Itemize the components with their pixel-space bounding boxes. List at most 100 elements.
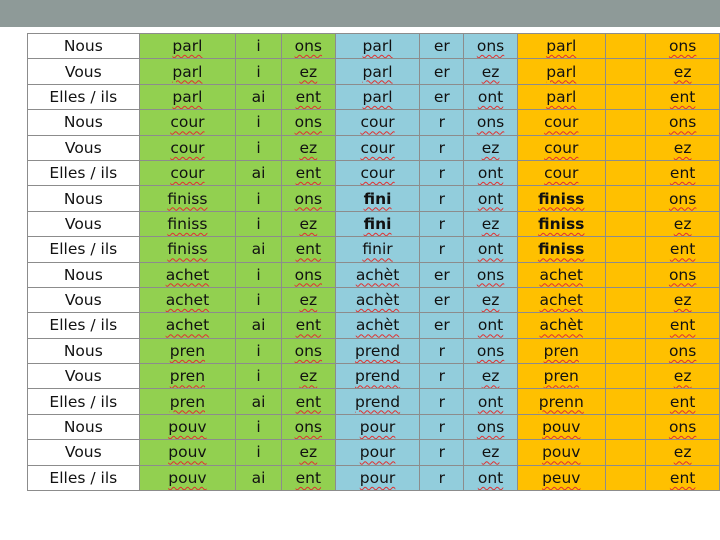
connector-cell: i (235, 439, 282, 466)
present-stem-text: finiss (167, 214, 208, 233)
pronoun-text: Vous (64, 443, 102, 462)
future-ending-cell: ez (463, 363, 518, 390)
subjunctive-stem-text: peuv (542, 468, 581, 487)
table-row: Vous cour i ez cour r ez cour ez (27, 134, 720, 161)
future-marker-text: r (438, 113, 445, 132)
pronoun-cell: Vous (27, 439, 140, 466)
present-stem-cell: cour (138, 159, 237, 187)
table-row: Vous pouv i ez pour r ez pouv ez (27, 439, 720, 466)
future-ending-text: ons (476, 418, 505, 437)
present-stem-text: parl (172, 62, 203, 81)
future-stem-text: parl (362, 37, 393, 56)
future-ending-text: ont (477, 392, 504, 411)
present-ending-cell: ons (280, 413, 336, 441)
future-ending-text: ons (476, 113, 505, 132)
future-ending-text: ont (477, 468, 504, 487)
present-stem-text: achet (165, 265, 210, 284)
present-ending-text: ons (294, 189, 323, 208)
present-ending-cell: ent (280, 83, 336, 111)
subjunctive-stem-text: pouv (542, 443, 581, 462)
present-stem-text: cour (170, 113, 205, 132)
present-ending-cell: ent (280, 464, 336, 492)
subjunctive-stem-cell: pouv (516, 439, 606, 466)
present-ending-text: ons (294, 418, 323, 437)
connector-cell: ai (235, 83, 282, 111)
future-marker-cell: er (419, 83, 465, 111)
connector-text: i (256, 113, 261, 132)
future-ending-text: ont (477, 189, 504, 208)
pronoun-cell: Vous (27, 363, 140, 390)
subjunctive-ending-text: ent (669, 164, 696, 183)
empty-cell (604, 159, 647, 187)
empty-cell (604, 32, 647, 60)
empty-cell (604, 388, 647, 415)
subjunctive-stem-text: achet (539, 265, 583, 284)
future-stem-cell: pour (334, 464, 421, 492)
present-ending-text: ent (295, 392, 322, 411)
subjunctive-ending-cell: ons (645, 185, 720, 212)
future-ending-cell: ont (463, 159, 518, 187)
pronoun-text: Elles / ils (49, 392, 118, 411)
subjunctive-ending-cell: ons (645, 413, 720, 441)
future-stem-cell: finir (334, 236, 421, 263)
present-ending-text: ons (294, 341, 323, 360)
connector-cell: i (235, 134, 282, 161)
future-stem-text: parl (362, 87, 393, 106)
future-ending-cell: ont (463, 236, 518, 263)
conjugation-table-body: Nous parl i ons parl er ons parl ons Vous parl i ez p… (27, 32, 720, 492)
present-stem-text: parl (172, 37, 203, 56)
subjunctive-ending-cell: ons (645, 261, 720, 288)
future-marker-cell: r (419, 464, 465, 492)
future-stem-cell: parl (334, 83, 421, 111)
future-marker-cell: r (419, 185, 465, 212)
connector-cell: i (235, 210, 282, 238)
pronoun-cell: Vous (27, 286, 140, 314)
present-ending-cell: ons (280, 185, 336, 212)
future-ending-text: ont (477, 316, 504, 335)
pronoun-cell: Nous (27, 413, 140, 441)
future-stem-cell: parl (334, 58, 421, 85)
table-row: Elles / ils pouv ai ent pour r ont peuv ent (27, 464, 720, 492)
future-marker-text: r (438, 189, 445, 208)
empty-cell (604, 185, 647, 212)
subjunctive-ending-text: ez (673, 214, 692, 233)
table-row: Elles / ils finiss ai ent finir r ont finiss ent (27, 236, 720, 263)
future-stem-cell: pour (334, 413, 421, 441)
subjunctive-ending-text: ent (669, 240, 696, 259)
table-row: Elles / ils achet ai ent achèt er ont achèt ent (27, 312, 720, 339)
pronoun-cell: Elles / ils (27, 464, 140, 492)
subjunctive-ending-cell: ent (645, 83, 720, 111)
connector-text: i (256, 367, 261, 386)
future-stem-text: achèt (355, 291, 400, 310)
present-stem-cell: achet (138, 312, 237, 339)
subjunctive-stem-cell: pouv (516, 413, 606, 441)
subjunctive-stem-cell: pren (516, 363, 606, 390)
future-marker-cell: r (419, 236, 465, 263)
future-marker-cell: er (419, 58, 465, 85)
present-stem-text: cour (170, 138, 205, 157)
empty-cell (604, 134, 647, 161)
connector-cell: ai (235, 236, 282, 263)
table-row: Vous pren i ez prend r ez pren ez (27, 363, 720, 390)
pronoun-text: Vous (64, 291, 102, 310)
future-ending-text: ez (481, 214, 500, 233)
connector-cell: i (235, 413, 282, 441)
present-ending-cell: ons (280, 337, 336, 365)
subjunctive-ending-text: ons (668, 113, 697, 132)
present-ending-cell: ez (280, 134, 336, 161)
future-stem-cell: prend (334, 363, 421, 390)
subjunctive-stem-cell: cour (516, 109, 606, 136)
connector-text: i (256, 265, 261, 284)
present-stem-text: pren (169, 392, 206, 411)
subjunctive-stem-text: achet (539, 291, 583, 310)
connector-text: i (256, 138, 261, 157)
subjunctive-stem-text: pouv (542, 418, 581, 437)
future-stem-cell: pour (334, 439, 421, 466)
empty-cell (604, 58, 647, 85)
present-ending-text: ez (299, 443, 318, 462)
table-row: Nous achet i ons achèt er ons achet ons (27, 261, 720, 288)
present-ending-cell: ez (280, 439, 336, 466)
present-ending-text: ent (295, 468, 322, 487)
present-ending-cell: ons (280, 32, 336, 60)
future-marker-text: er (433, 87, 450, 106)
